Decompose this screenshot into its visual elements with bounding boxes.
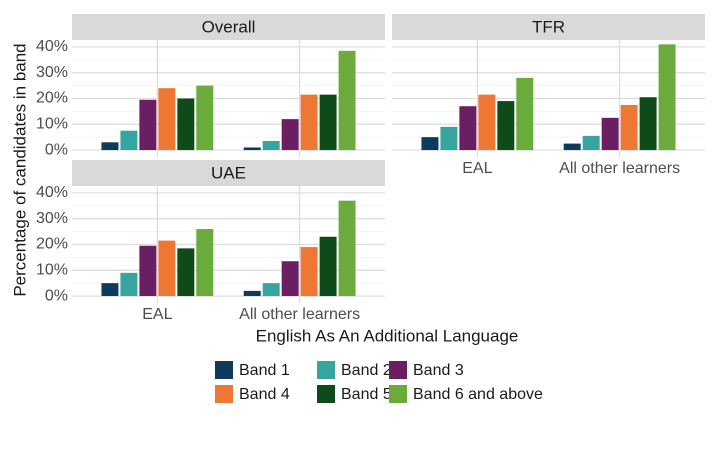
bar [516, 77, 534, 151]
legend-label: Band 4 [239, 386, 290, 403]
legend-label: Band 6 and above [413, 386, 543, 403]
y-tick-label: 0% [45, 141, 68, 158]
bar [497, 101, 515, 151]
y-tick-label: 0% [45, 287, 68, 304]
bar [338, 50, 356, 151]
strip [392, 14, 705, 40]
x-tick-label: All other learners [239, 306, 360, 323]
bar [139, 99, 157, 151]
y-tick-label: 40% [36, 38, 68, 55]
bar [281, 261, 299, 297]
legend-label: Band 2 [341, 362, 392, 379]
legend-key [317, 361, 335, 379]
bar [120, 130, 138, 151]
y-axis-title: Percentage of candidates in band [10, 43, 29, 296]
bar [196, 229, 214, 297]
y-tick-label: 20% [36, 90, 68, 107]
bar [300, 247, 318, 297]
bar [139, 245, 157, 297]
x-tick-label: EAL [142, 306, 172, 323]
legend-key [215, 385, 233, 403]
legend-label: Band 1 [239, 362, 290, 379]
bar [440, 126, 458, 151]
bar [101, 142, 119, 151]
y-tick-label: 10% [36, 115, 68, 132]
bar [319, 236, 337, 297]
facet-title: Overall [202, 17, 256, 36]
bar [478, 94, 496, 151]
bar [243, 147, 261, 151]
facet-title: UAE [211, 163, 246, 182]
bar [620, 104, 638, 151]
bar [281, 119, 299, 151]
bar [319, 94, 337, 151]
bar [243, 290, 261, 297]
bar [338, 200, 356, 297]
bar [563, 143, 581, 151]
bar [262, 141, 280, 151]
bar [120, 272, 138, 297]
y-tick-label: 40% [36, 184, 68, 201]
bar [262, 283, 280, 297]
legend-key [317, 385, 335, 403]
bar [601, 117, 619, 151]
x-tick-label: EAL [462, 160, 492, 177]
bar [101, 283, 119, 297]
legend-key [389, 361, 407, 379]
bar [582, 135, 600, 151]
bar [421, 137, 439, 151]
bar [158, 240, 176, 297]
legend-key [389, 385, 407, 403]
y-tick-label: 30% [36, 64, 68, 81]
bar [658, 44, 676, 151]
strip [72, 160, 385, 186]
y-tick-label: 10% [36, 261, 68, 278]
bar [177, 248, 195, 297]
strip [72, 14, 385, 40]
x-tick-label: All other learners [559, 160, 680, 177]
legend-label: Band 3 [413, 362, 464, 379]
legend-label: Band 5 [341, 386, 392, 403]
bar [158, 88, 176, 151]
x-axis-title: English As An Additional Language [256, 326, 519, 345]
y-tick-label: 30% [36, 210, 68, 227]
legend-key [215, 361, 233, 379]
y-tick-label: 20% [36, 236, 68, 253]
bar [459, 106, 477, 151]
bar [300, 94, 318, 151]
bar [196, 85, 214, 151]
facet-title: TFR [532, 17, 565, 36]
bar [177, 98, 195, 151]
bar [639, 97, 657, 151]
